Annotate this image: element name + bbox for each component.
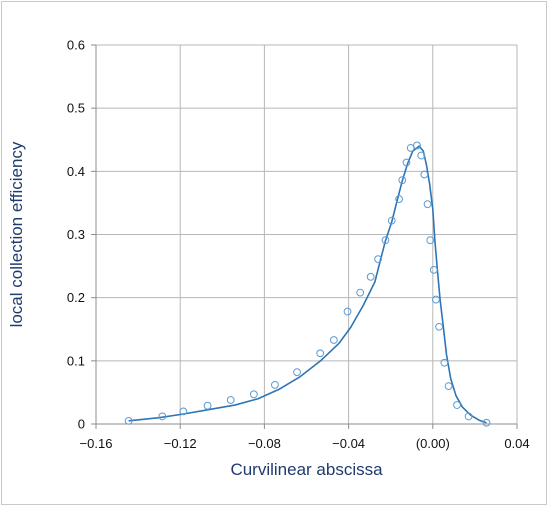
data-point	[356, 288, 365, 297]
axes	[91, 44, 518, 429]
data-point	[429, 265, 438, 274]
data-point	[420, 170, 429, 179]
y-tick-label: 0.5	[67, 101, 85, 116]
x-tick-label: −0.16	[80, 436, 113, 451]
series	[124, 141, 491, 427]
y-tick-labels: 0 0.1 0.2 0.3 0.4 0.5 0.6	[67, 38, 85, 432]
y-tick-label: 0.6	[67, 38, 85, 53]
data-point	[374, 255, 382, 264]
data-point	[432, 295, 440, 304]
data-point	[482, 418, 491, 427]
x-tick-label: −0.08	[248, 436, 281, 451]
data-point	[402, 158, 411, 167]
y-axis-title: local collection efficiency	[7, 141, 26, 327]
series-line	[128, 145, 487, 424]
data-point	[203, 401, 212, 410]
data-point	[226, 396, 235, 404]
data-point	[395, 195, 404, 204]
data-point	[249, 390, 258, 399]
data-point	[366, 272, 375, 281]
data-point	[426, 236, 435, 245]
y-tick-label: 0.4	[67, 164, 85, 179]
data-point	[464, 412, 473, 421]
x-tick-label: −0.12	[164, 436, 197, 451]
x-tick-labels: −0.16 −0.12 −0.08 −0.04 (0.00) 0.04	[80, 436, 530, 451]
data-point	[423, 200, 432, 209]
data-point	[417, 151, 426, 160]
data-point	[179, 407, 188, 416]
data-point	[271, 380, 279, 389]
data-point	[440, 358, 449, 367]
x-axis-title: Curvilinear abscissa	[230, 460, 383, 479]
y-tick-label: 0.2	[67, 290, 85, 305]
data-point	[387, 216, 396, 225]
grid-lines	[96, 44, 518, 424]
data-point	[398, 176, 407, 185]
data-point	[124, 416, 133, 425]
data-point	[343, 307, 352, 316]
data-point	[329, 336, 338, 344]
data-point	[293, 368, 301, 377]
y-tick-label: 0.3	[67, 227, 85, 242]
x-tick-label: −0.04	[332, 436, 365, 451]
data-point	[453, 401, 461, 409]
x-tick-label: 0.04	[504, 436, 529, 451]
data-point	[158, 412, 167, 421]
x-tick-label: (0.00)	[416, 436, 450, 451]
data-point	[406, 144, 415, 152]
data-point	[381, 236, 390, 245]
y-tick-label: 0.1	[67, 353, 85, 368]
data-point	[316, 349, 325, 358]
data-point	[435, 322, 444, 331]
data-point	[413, 141, 421, 150]
data-point	[444, 382, 453, 391]
y-tick-label: 0	[78, 417, 85, 432]
